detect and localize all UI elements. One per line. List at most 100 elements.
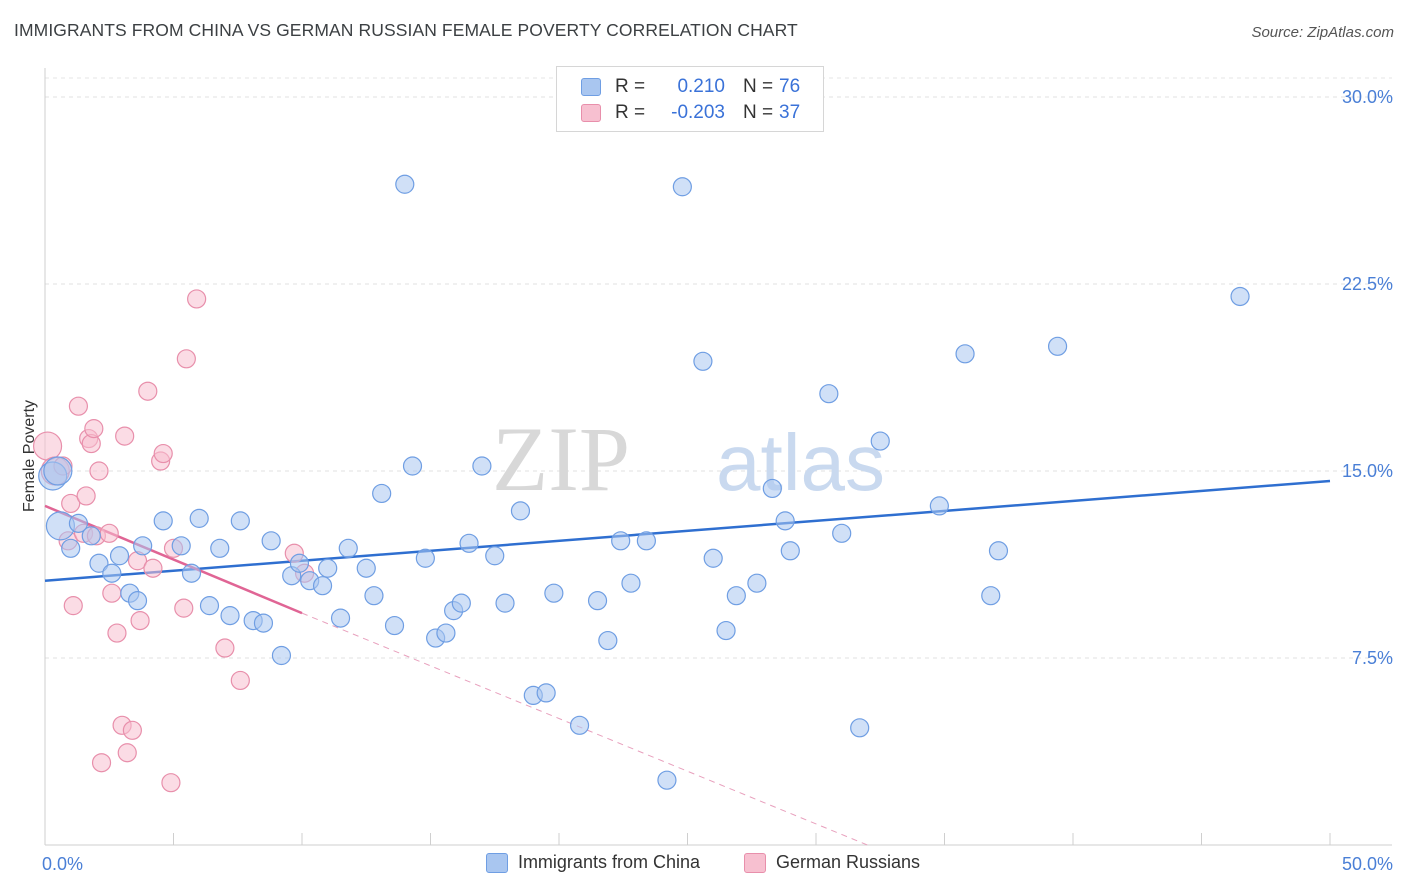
- point-china: [536, 683, 556, 703]
- point-german-russians: [187, 289, 207, 309]
- x-tick-label: 0.0%: [42, 854, 83, 874]
- legend-n-value: 37: [779, 102, 801, 123]
- point-german-russians: [117, 743, 137, 763]
- point-china: [850, 718, 870, 738]
- correlation-legend: R = 0.210 N = 76 R = -0.203 N = 37: [556, 66, 824, 132]
- point-china: [338, 538, 358, 558]
- point-china: [402, 456, 423, 476]
- point-german-russians: [215, 638, 235, 658]
- point-german-russians: [107, 623, 127, 643]
- trend-lines: [44, 479, 1331, 846]
- point-china: [544, 583, 564, 603]
- legend-n-label: N =: [743, 102, 774, 123]
- point-china: [451, 593, 471, 613]
- y-axis-label: Female Poverty: [21, 400, 38, 512]
- point-china: [261, 531, 281, 551]
- series-legend: Immigrants from China German Russians: [0, 852, 1406, 873]
- point-german-russians: [99, 523, 119, 543]
- point-china: [870, 431, 890, 451]
- point-china: [318, 558, 338, 578]
- point-german-russians: [138, 381, 158, 401]
- y-tick-label: 22.5%: [1342, 274, 1393, 294]
- point-china: [1047, 336, 1068, 356]
- legend-row-china: R = 0.210 N = 76: [581, 74, 800, 100]
- point-china: [832, 523, 852, 543]
- point-china: [775, 511, 795, 531]
- watermark-atlas: atlas: [716, 418, 885, 507]
- point-china: [153, 511, 173, 531]
- point-china: [693, 351, 713, 371]
- series-label-china: Immigrants from China: [517, 852, 700, 872]
- y-tick-label: 7.5%: [1352, 648, 1393, 668]
- point-china: [395, 174, 415, 194]
- point-china: [657, 770, 677, 790]
- point-german-russians: [130, 610, 150, 631]
- point-china: [127, 591, 148, 611]
- gridlines: [45, 77, 1392, 659]
- point-china: [133, 536, 153, 556]
- series-legend-china: Immigrants from China: [485, 852, 700, 873]
- point-china: [747, 573, 767, 593]
- chart-title: IMMIGRANTS FROM CHINA VS GERMAN RUSSIAN …: [14, 20, 798, 40]
- point-china: [253, 613, 274, 633]
- legend-r-label: R =: [615, 76, 646, 97]
- point-german-russians: [63, 596, 83, 616]
- point-china: [415, 548, 435, 568]
- legend-r-value: 0.210: [677, 76, 725, 97]
- point-china: [436, 623, 456, 643]
- data-points: [32, 174, 1250, 793]
- point-german-russians: [230, 670, 250, 691]
- point-china: [611, 531, 631, 551]
- point-china: [672, 177, 692, 197]
- point-china: [819, 384, 839, 404]
- point-china: [485, 546, 505, 566]
- point-german-russians: [32, 431, 63, 461]
- point-china: [102, 563, 122, 583]
- legend-n-value: 76: [779, 76, 801, 97]
- legend-r-value: -0.203: [671, 102, 725, 123]
- trend-extension-german-russians: [301, 612, 868, 846]
- point-german-russians: [176, 349, 196, 369]
- point-china: [364, 586, 384, 606]
- point-china: [780, 541, 800, 561]
- point-german-russians: [161, 773, 181, 793]
- point-china: [43, 456, 73, 486]
- point-china: [312, 576, 333, 596]
- point-china: [981, 586, 1001, 606]
- series-swatch-german-russians: [744, 852, 766, 873]
- point-china: [109, 546, 130, 566]
- point-china: [171, 536, 191, 556]
- point-china: [459, 533, 479, 553]
- point-german-russians: [91, 753, 112, 773]
- point-german-russians: [102, 583, 122, 603]
- point-german-russians: [61, 493, 81, 514]
- point-china: [230, 511, 250, 531]
- point-china: [726, 586, 746, 606]
- point-china: [988, 541, 1009, 561]
- point-china: [384, 615, 405, 636]
- watermark-zip: ZIP: [492, 408, 630, 510]
- point-china: [271, 645, 292, 666]
- point-china: [495, 593, 515, 613]
- y-tick-label: 30.0%: [1342, 87, 1393, 107]
- point-china: [68, 513, 89, 533]
- source-label: Source: ZipAtlas.com: [1251, 24, 1394, 41]
- series-legend-german-russians: German Russians: [744, 852, 920, 873]
- point-china: [762, 478, 782, 499]
- point-german-russians: [115, 426, 135, 446]
- point-german-russians: [84, 419, 104, 439]
- point-china: [569, 715, 590, 735]
- point-china: [199, 596, 220, 616]
- point-china: [929, 496, 949, 516]
- point-china: [289, 553, 310, 573]
- point-china: [181, 563, 202, 583]
- point-china: [89, 553, 109, 573]
- point-china: [703, 548, 723, 568]
- point-german-russians: [89, 461, 109, 481]
- point-china: [81, 526, 101, 546]
- point-german-russians: [68, 396, 89, 416]
- point-china: [510, 501, 531, 521]
- y-tick-label: 15.0%: [1342, 461, 1393, 481]
- point-china: [598, 630, 618, 651]
